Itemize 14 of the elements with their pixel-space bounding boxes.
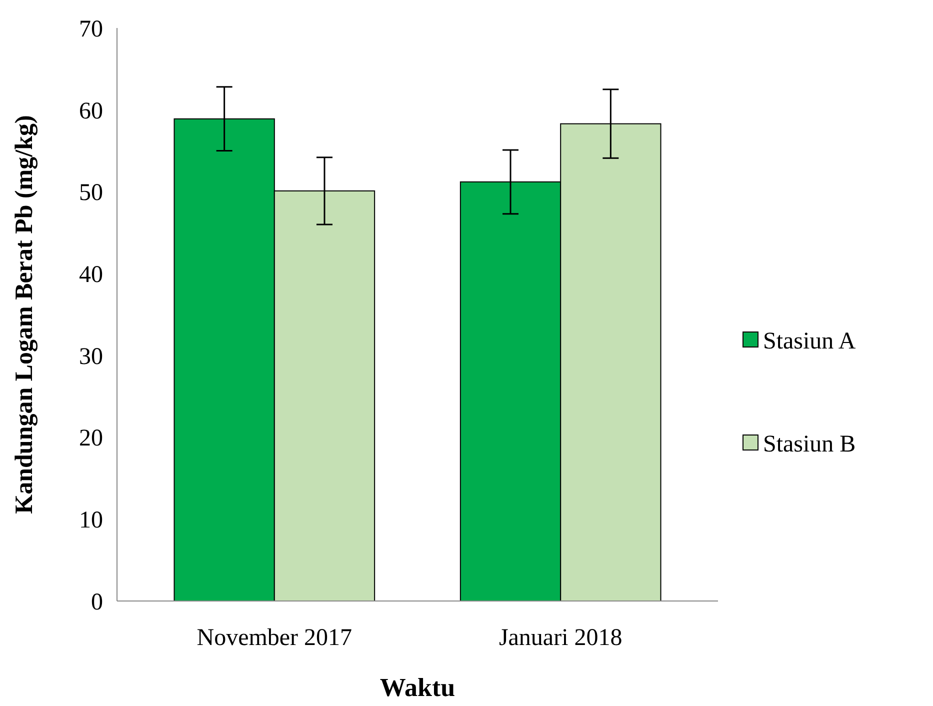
- legend-label: Stasiun B: [763, 431, 856, 458]
- legend-label: Stasiun A: [763, 328, 856, 354]
- x-tick-label: Januari 2018: [498, 625, 622, 651]
- x-tick-label: November 2017: [196, 625, 352, 651]
- y-tick-label: 70: [79, 16, 103, 42]
- y-tick-label: 20: [79, 426, 103, 452]
- y-tick-label: 30: [79, 344, 103, 370]
- y-tick-label: 40: [79, 262, 103, 288]
- y-tick-label: 60: [79, 98, 103, 124]
- x-axis-title: Waktu: [380, 673, 456, 702]
- y-tick-label: 10: [79, 508, 103, 534]
- y-tick-label: 0: [91, 589, 103, 616]
- y-axis-title: Kandungan Logam Berat Pb (mg/kg): [11, 115, 38, 514]
- y-tick-label: 50: [79, 180, 103, 206]
